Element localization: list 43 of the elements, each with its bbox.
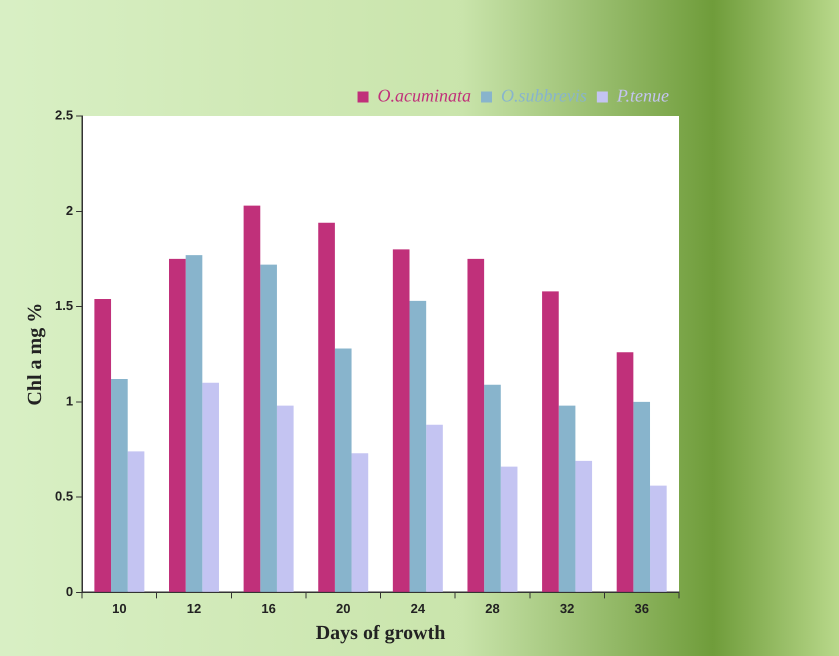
bar (111, 378, 128, 592)
bar (616, 352, 634, 592)
bar (484, 384, 501, 592)
bar (542, 291, 559, 592)
bar (244, 206, 260, 592)
bar (392, 249, 410, 592)
x-tick-label: 12 (186, 600, 202, 616)
bar (633, 402, 650, 592)
x-tick-label: 24 (410, 600, 426, 616)
x-tick-label: 28 (485, 600, 500, 616)
y-tick-label: 0.5 (54, 488, 74, 504)
x-tick-label: 16 (261, 600, 276, 616)
y-tick-label: 2 (66, 202, 74, 218)
x-axis-title: Days of growth (316, 622, 446, 644)
bar (94, 298, 112, 592)
legend-label: O.acuminata (378, 86, 472, 106)
bar (575, 460, 592, 592)
bar (558, 406, 576, 592)
y-tick-label: 1 (66, 393, 74, 408)
bar (426, 424, 443, 592)
legend-label: P.tenue (616, 86, 670, 106)
bar (410, 300, 426, 592)
legend-label: O.subbrevis (501, 86, 587, 106)
bar (318, 222, 335, 592)
bar (202, 382, 219, 592)
bar (334, 348, 352, 592)
bar (128, 451, 144, 592)
x-tick-label: 10 (112, 600, 127, 616)
bar (352, 453, 368, 592)
x-tick-label: 36 (634, 600, 649, 616)
y-axis-title: Chl a mg % (24, 302, 46, 406)
bar (650, 486, 667, 592)
y-tick-label: 2.5 (54, 108, 74, 123)
bar (186, 255, 202, 592)
y-tick-label: 0 (66, 584, 74, 599)
x-tick-label: 32 (560, 600, 574, 616)
bar (467, 258, 484, 592)
bar (500, 466, 518, 592)
y-tick-label: 1.5 (54, 298, 74, 314)
bar (260, 264, 277, 592)
x-tick-label: 20 (336, 600, 350, 616)
bar (169, 258, 186, 592)
bar (276, 406, 294, 592)
